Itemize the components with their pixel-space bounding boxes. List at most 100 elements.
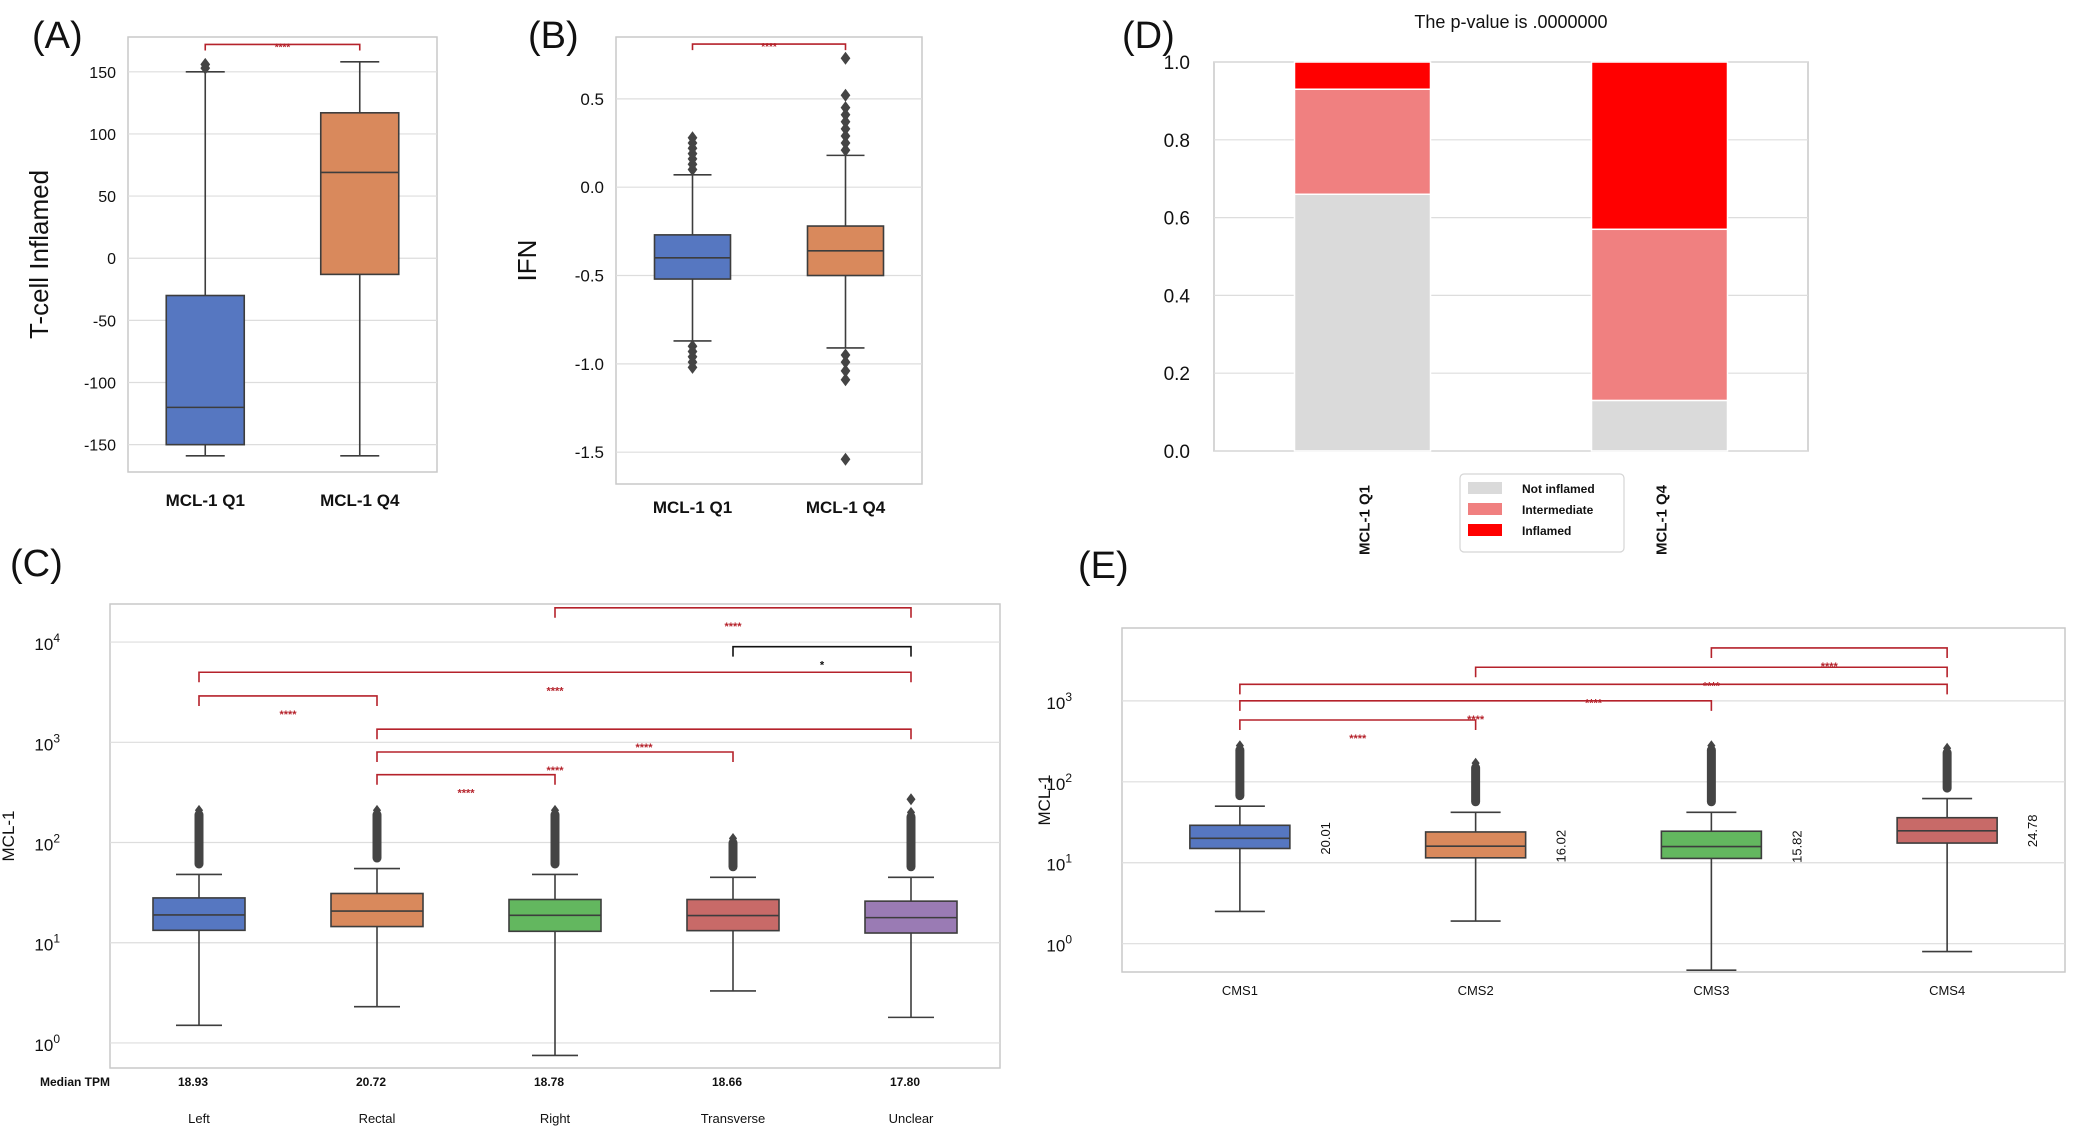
x-tick-label: Transverse xyxy=(701,1111,766,1126)
significance-bracket xyxy=(1474,666,1948,678)
significance-label: **** xyxy=(546,685,564,697)
outlier-point xyxy=(550,804,560,816)
x-tick-label: MCL-1 Q1 xyxy=(166,491,245,510)
outlier-point xyxy=(906,793,916,806)
y-tick-label: 50 xyxy=(98,189,116,206)
panel-label: (A) xyxy=(32,15,83,57)
x-tick-label: Unclear xyxy=(889,1111,934,1126)
panel-label: (C) xyxy=(10,543,63,585)
significance-bracket xyxy=(1239,700,1713,711)
median-tpm-value: 17.80 xyxy=(890,1075,920,1089)
outlier-band xyxy=(1471,763,1481,807)
x-tick-label: Left xyxy=(188,1111,210,1126)
significance-bracket xyxy=(376,728,912,740)
outlier-point xyxy=(372,804,382,816)
outlier-point xyxy=(840,122,851,136)
legend-label: Inflamed xyxy=(1522,524,1571,538)
outlier-band xyxy=(372,810,382,863)
outlier-band xyxy=(1235,745,1245,801)
outlier-point xyxy=(840,452,851,466)
y-tick-label: 1.0 xyxy=(1164,53,1190,74)
outlier-point xyxy=(840,51,851,65)
panel-label: (D) xyxy=(1122,15,1175,57)
legend-label: Intermediate xyxy=(1522,503,1594,517)
significance-bracket xyxy=(554,606,912,618)
median-value-label: 16.02 xyxy=(1554,830,1569,863)
panel-label: (B) xyxy=(528,15,579,57)
x-tick-label: CMS2 xyxy=(1458,983,1494,998)
median-tpm-value: 18.66 xyxy=(712,1075,742,1089)
y-tick-label: 100 xyxy=(1046,933,1072,956)
outlier-point xyxy=(1471,757,1480,769)
y-axis-label: T-cell Inflamed xyxy=(24,170,54,339)
box xyxy=(330,892,424,928)
legend-swatch xyxy=(1468,503,1502,515)
y-tick-label: 104 xyxy=(34,631,60,654)
significance-label: **** xyxy=(457,788,475,800)
x-tick-label: MCL-1 Q4 xyxy=(320,491,400,510)
significance-label: **** xyxy=(1349,733,1367,745)
box xyxy=(165,294,246,446)
median-value-label: 20.01 xyxy=(1318,822,1333,855)
median-tpm-label: Median TPM xyxy=(40,1075,110,1089)
outlier-point xyxy=(1943,742,1952,754)
significance-bracket xyxy=(198,671,912,683)
panel-b: 0.5 0.0 -0.5 -1.0 -1.5 IFN MCL-1 Q1 MCL-1 Q4 ***… xyxy=(512,36,923,517)
y-tick-label: 0.8 xyxy=(1164,131,1190,152)
y-tick-label: 102 xyxy=(34,832,60,855)
x-tick-label: MCL-1 Q1 xyxy=(1357,485,1374,555)
box xyxy=(1660,830,1763,860)
y-axis-label: MCL-1 xyxy=(1035,774,1054,825)
y-tick-label: 150 xyxy=(89,65,116,82)
significance-bracket xyxy=(204,43,361,51)
box xyxy=(653,234,732,280)
significance-label: **** xyxy=(724,621,742,633)
y-tick-label: 0.2 xyxy=(1164,364,1190,385)
legend-swatch xyxy=(1468,482,1502,494)
y-tick-label: -1.5 xyxy=(575,443,604,462)
outlier-point xyxy=(687,360,698,374)
box xyxy=(319,112,400,276)
y-tick-label: -50 xyxy=(93,313,116,330)
panel-a: 150 100 50 0 -50 -100 -150 T-cell Inflamed MCL-1… xyxy=(24,36,438,510)
outlier-point xyxy=(906,806,916,818)
outlier-band xyxy=(194,810,204,869)
significance-bracket xyxy=(1710,647,1948,658)
y-tick-label: 0.0 xyxy=(580,178,604,197)
legend: Not inflamed Intermediate Inflamed xyxy=(1459,473,1625,553)
x-tick-label: MCL-1 Q1 xyxy=(653,498,732,517)
outlier-point xyxy=(1707,740,1716,751)
y-tick-label: -100 xyxy=(84,376,116,393)
chart-title: The p-value is .0000000 xyxy=(1414,12,1607,32)
x-tick-label: MCL-1 Q4 xyxy=(1654,484,1671,555)
significance-bracket xyxy=(1239,719,1477,730)
y-tick-label: 0.4 xyxy=(1164,286,1191,307)
bar-segment xyxy=(1293,88,1432,196)
outlier-point xyxy=(687,163,698,177)
outlier-band xyxy=(550,810,560,869)
y-tick-label: 102 xyxy=(1046,771,1072,794)
legend-swatch xyxy=(1468,524,1502,536)
y-axis-label: MCL-1 xyxy=(0,810,18,861)
outlier-point xyxy=(728,832,738,844)
panel-label: (E) xyxy=(1078,545,1129,587)
outlier-point xyxy=(840,373,851,387)
outlier-point xyxy=(840,364,851,378)
outlier-band xyxy=(906,812,916,872)
x-tick-label: CMS4 xyxy=(1929,983,1965,998)
median-tpm-value: 20.72 xyxy=(356,1075,386,1089)
outlier-point xyxy=(1235,740,1244,751)
y-tick-label: 103 xyxy=(1046,690,1072,713)
bar-segment xyxy=(1590,399,1729,452)
y-tick-label: 0.0 xyxy=(1164,442,1190,463)
outlier-point xyxy=(200,57,211,71)
x-tick-label: CMS1 xyxy=(1222,983,1258,998)
outlier-point xyxy=(194,804,204,816)
outlier-point xyxy=(840,348,851,362)
significance-label: **** xyxy=(761,42,777,53)
median-tpm-value: 18.78 xyxy=(534,1075,564,1089)
significance-label: **** xyxy=(1585,697,1603,709)
y-tick-label: 101 xyxy=(34,932,60,955)
outlier-point xyxy=(840,88,851,102)
